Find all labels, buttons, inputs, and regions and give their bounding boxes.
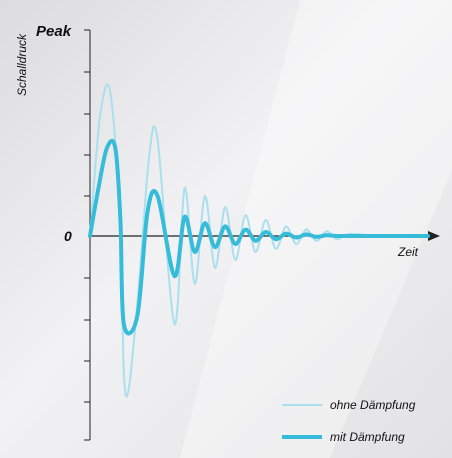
background-light-band — [180, 0, 452, 458]
x-axis-title: Zeit — [397, 245, 419, 259]
series-line-mit-daempfung — [88, 138, 430, 336]
y-top-label: Peak — [36, 23, 72, 40]
legend-label-mit: mit Dämpfung — [330, 430, 405, 444]
series-layer — [88, 83, 430, 398]
x-axis-arrow — [428, 231, 440, 241]
y-axis-title: Schalldruck — [15, 33, 29, 96]
legend: ohne Dämpfung mit Dämpfung — [282, 398, 416, 444]
y-zero-label: 0 — [64, 228, 72, 244]
legend-label-ohne: ohne Dämpfung — [330, 398, 416, 412]
y-ticks — [84, 29, 90, 441]
